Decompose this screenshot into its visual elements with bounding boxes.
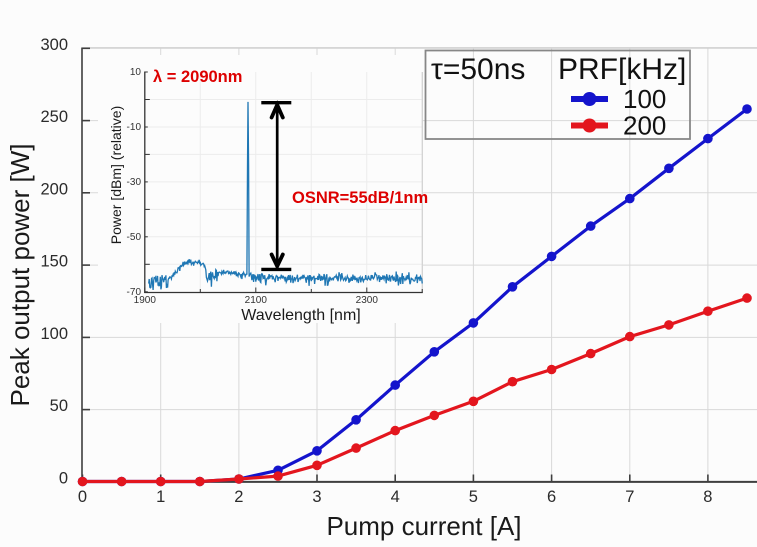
svg-text:-10: -10 xyxy=(127,122,142,133)
svg-text:3: 3 xyxy=(312,488,321,506)
svg-text:Peak output power [W]: Peak output power [W] xyxy=(5,143,35,406)
svg-text:10: 10 xyxy=(130,67,142,78)
svg-text:PRF[kHz]: PRF[kHz] xyxy=(558,53,686,86)
svg-text:250: 250 xyxy=(40,108,68,126)
svg-text:50: 50 xyxy=(50,397,68,415)
svg-text:-70: -70 xyxy=(127,287,142,298)
svg-text:τ=50ns: τ=50ns xyxy=(431,53,525,86)
svg-text:100: 100 xyxy=(623,84,666,114)
svg-text:0: 0 xyxy=(78,488,87,506)
svg-text:-30: -30 xyxy=(127,177,142,188)
svg-text:2: 2 xyxy=(234,488,243,506)
svg-text:Wavelength [nm]: Wavelength [nm] xyxy=(241,307,360,324)
svg-text:8: 8 xyxy=(703,488,712,506)
svg-text:Pump current [A]: Pump current [A] xyxy=(326,511,521,541)
svg-text:100: 100 xyxy=(40,325,68,343)
svg-text:200: 200 xyxy=(623,111,666,141)
svg-text:200: 200 xyxy=(40,180,68,198)
svg-text:-50: -50 xyxy=(127,232,142,243)
svg-text:0: 0 xyxy=(59,470,68,488)
svg-text:300: 300 xyxy=(40,36,68,54)
svg-text:5: 5 xyxy=(469,488,478,506)
svg-text:1900: 1900 xyxy=(134,295,157,306)
svg-text:OSNR=55dB/1nm: OSNR=55dB/1nm xyxy=(292,189,428,207)
svg-text:2300: 2300 xyxy=(356,295,379,306)
svg-text:4: 4 xyxy=(391,488,400,506)
svg-text:Power [dBm] (relative): Power [dBm] (relative) xyxy=(108,106,124,244)
svg-text:6: 6 xyxy=(547,488,556,506)
svg-text:2100: 2100 xyxy=(245,295,268,306)
svg-text:λ = 2090nm: λ = 2090nm xyxy=(153,68,242,86)
svg-text:7: 7 xyxy=(625,488,634,506)
svg-text:150: 150 xyxy=(40,253,68,271)
svg-text:1: 1 xyxy=(156,488,165,506)
